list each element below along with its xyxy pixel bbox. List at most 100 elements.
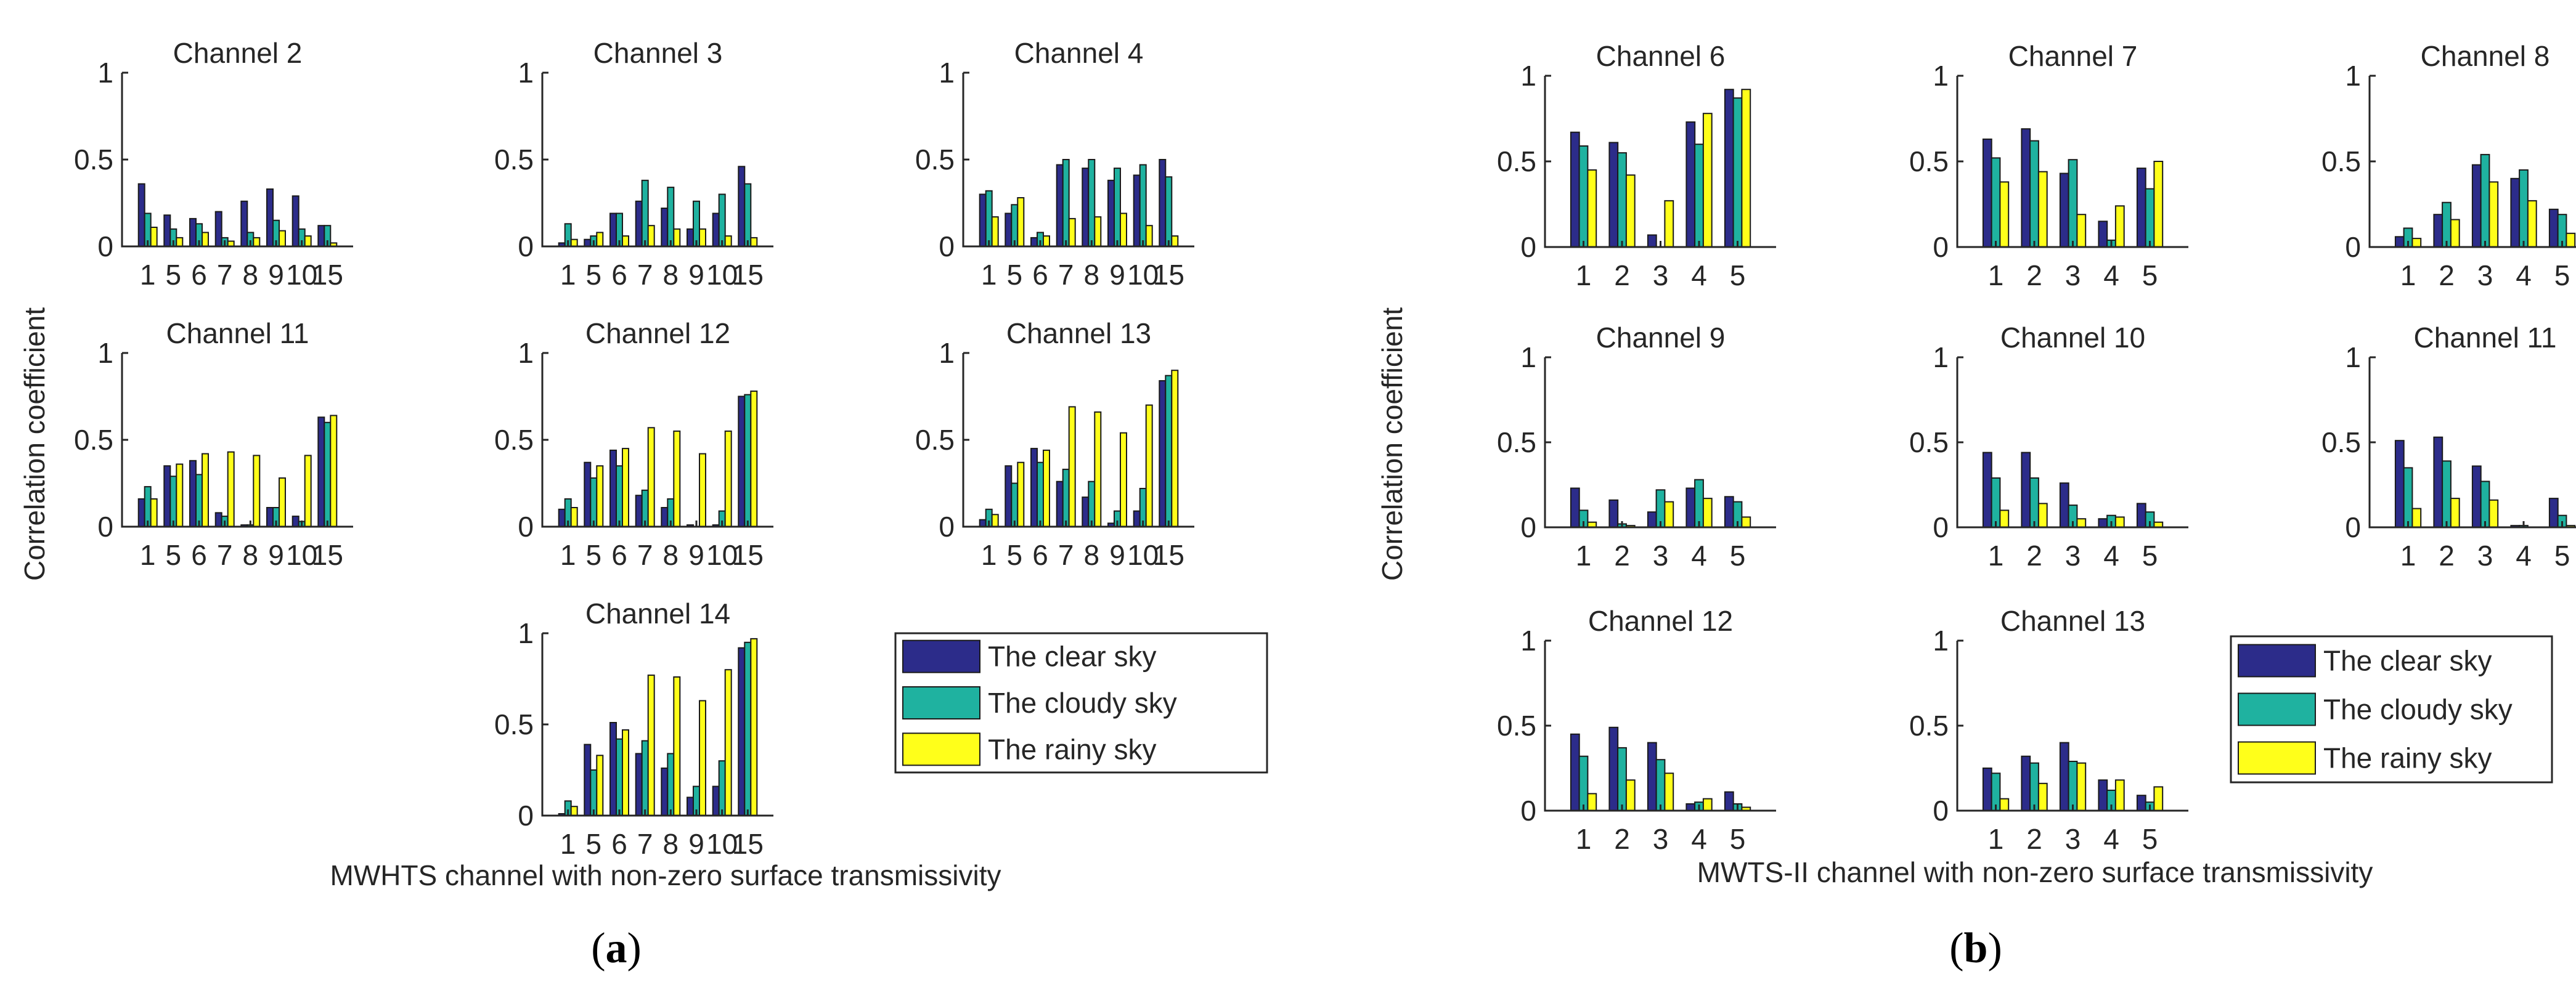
bar — [1068, 406, 1076, 528]
bar — [1741, 89, 1751, 248]
bar — [266, 188, 274, 247]
bar — [1082, 168, 1090, 248]
y-tick-label: 1 — [939, 337, 955, 369]
x-tick-label: 3 — [1653, 259, 1669, 291]
bar — [253, 455, 261, 528]
x-tick-label: 4 — [2516, 540, 2532, 572]
bar — [699, 228, 706, 247]
bar — [724, 669, 732, 816]
x-tick-label: 8 — [243, 259, 259, 291]
bar — [1017, 197, 1025, 247]
bar — [1088, 480, 1096, 528]
bar — [641, 740, 649, 816]
bar — [693, 200, 700, 248]
bar — [2480, 153, 2490, 248]
bar — [202, 232, 209, 247]
legend-label: The clear sky — [988, 641, 1157, 673]
bar — [1082, 496, 1090, 527]
legend-swatch — [2238, 644, 2316, 678]
bar — [1664, 772, 1674, 812]
bar — [1617, 152, 1627, 248]
bar — [317, 225, 325, 248]
y-tick-label: 1 — [2345, 341, 2361, 373]
x-tick-label: 1 — [560, 539, 576, 571]
y-tick-label: 0.5 — [1909, 145, 1949, 177]
bar — [2029, 762, 2039, 811]
panel-title: Channel 2 — [173, 37, 303, 69]
bar — [1702, 113, 1713, 248]
bar — [1999, 509, 2010, 529]
bar — [590, 769, 598, 816]
bar — [584, 238, 592, 248]
panel-title: Channel 6 — [1596, 40, 1726, 72]
bar — [667, 187, 675, 248]
bar — [1011, 204, 1019, 247]
bar — [570, 507, 578, 527]
bar — [738, 395, 746, 527]
bar — [2114, 516, 2125, 529]
bar — [1694, 144, 1704, 248]
bar — [570, 806, 578, 816]
x-tick-label: 15 — [1153, 539, 1184, 571]
bar — [2442, 201, 2452, 248]
panel-title: Channel 10 — [2000, 322, 2145, 354]
x-tick-label: 7 — [217, 539, 233, 571]
bar — [189, 460, 197, 527]
bar — [2029, 477, 2039, 528]
bar — [1133, 174, 1141, 247]
x-tick-label: 8 — [1084, 539, 1100, 571]
bar — [279, 230, 286, 248]
bar — [1171, 370, 1179, 528]
panel-title: Channel 11 — [166, 317, 309, 349]
bar — [1062, 159, 1070, 247]
bar — [1094, 216, 1102, 248]
bar — [1702, 798, 1713, 811]
x-tick-label: 1 — [1988, 823, 2004, 855]
bar — [1617, 747, 1627, 812]
x-tick-label: 1 — [2400, 259, 2416, 291]
legend-swatch — [902, 639, 980, 673]
bar — [1999, 181, 2010, 248]
legend-label: The clear sky — [2323, 645, 2492, 677]
bar — [2488, 181, 2499, 248]
bar — [1056, 164, 1064, 247]
bar — [661, 208, 669, 247]
bar — [724, 430, 732, 528]
x-tick-label: 2 — [2026, 540, 2042, 572]
x-tick-label: 4 — [1691, 540, 1707, 572]
bar — [1578, 755, 1589, 811]
bar — [1570, 487, 1580, 528]
bar — [2471, 465, 2482, 528]
bar — [1056, 480, 1064, 528]
panel-title: Channel 8 — [2421, 40, 2550, 72]
x-tick-label: 2 — [2026, 259, 2042, 291]
x-tick-label: 4 — [2516, 259, 2532, 291]
bar — [712, 213, 720, 247]
x-tick-label: 10 — [706, 539, 738, 571]
bar — [2145, 188, 2155, 248]
y-tick-label: 1 — [1933, 60, 1949, 92]
y-tick-label: 0.5 — [494, 144, 534, 176]
bar — [304, 455, 312, 528]
x-tick-label: 9 — [268, 259, 284, 291]
bar — [1030, 237, 1038, 247]
bar — [596, 755, 604, 817]
bar — [137, 498, 145, 528]
bar — [1664, 501, 1674, 528]
bar — [163, 465, 171, 527]
y-axis-label: Correlation coefficient — [18, 307, 51, 581]
bar — [2037, 782, 2048, 812]
legend-swatch — [902, 732, 980, 766]
bar — [744, 641, 752, 817]
x-tick-label: 6 — [191, 539, 207, 571]
x-tick-label: 15 — [732, 539, 764, 571]
